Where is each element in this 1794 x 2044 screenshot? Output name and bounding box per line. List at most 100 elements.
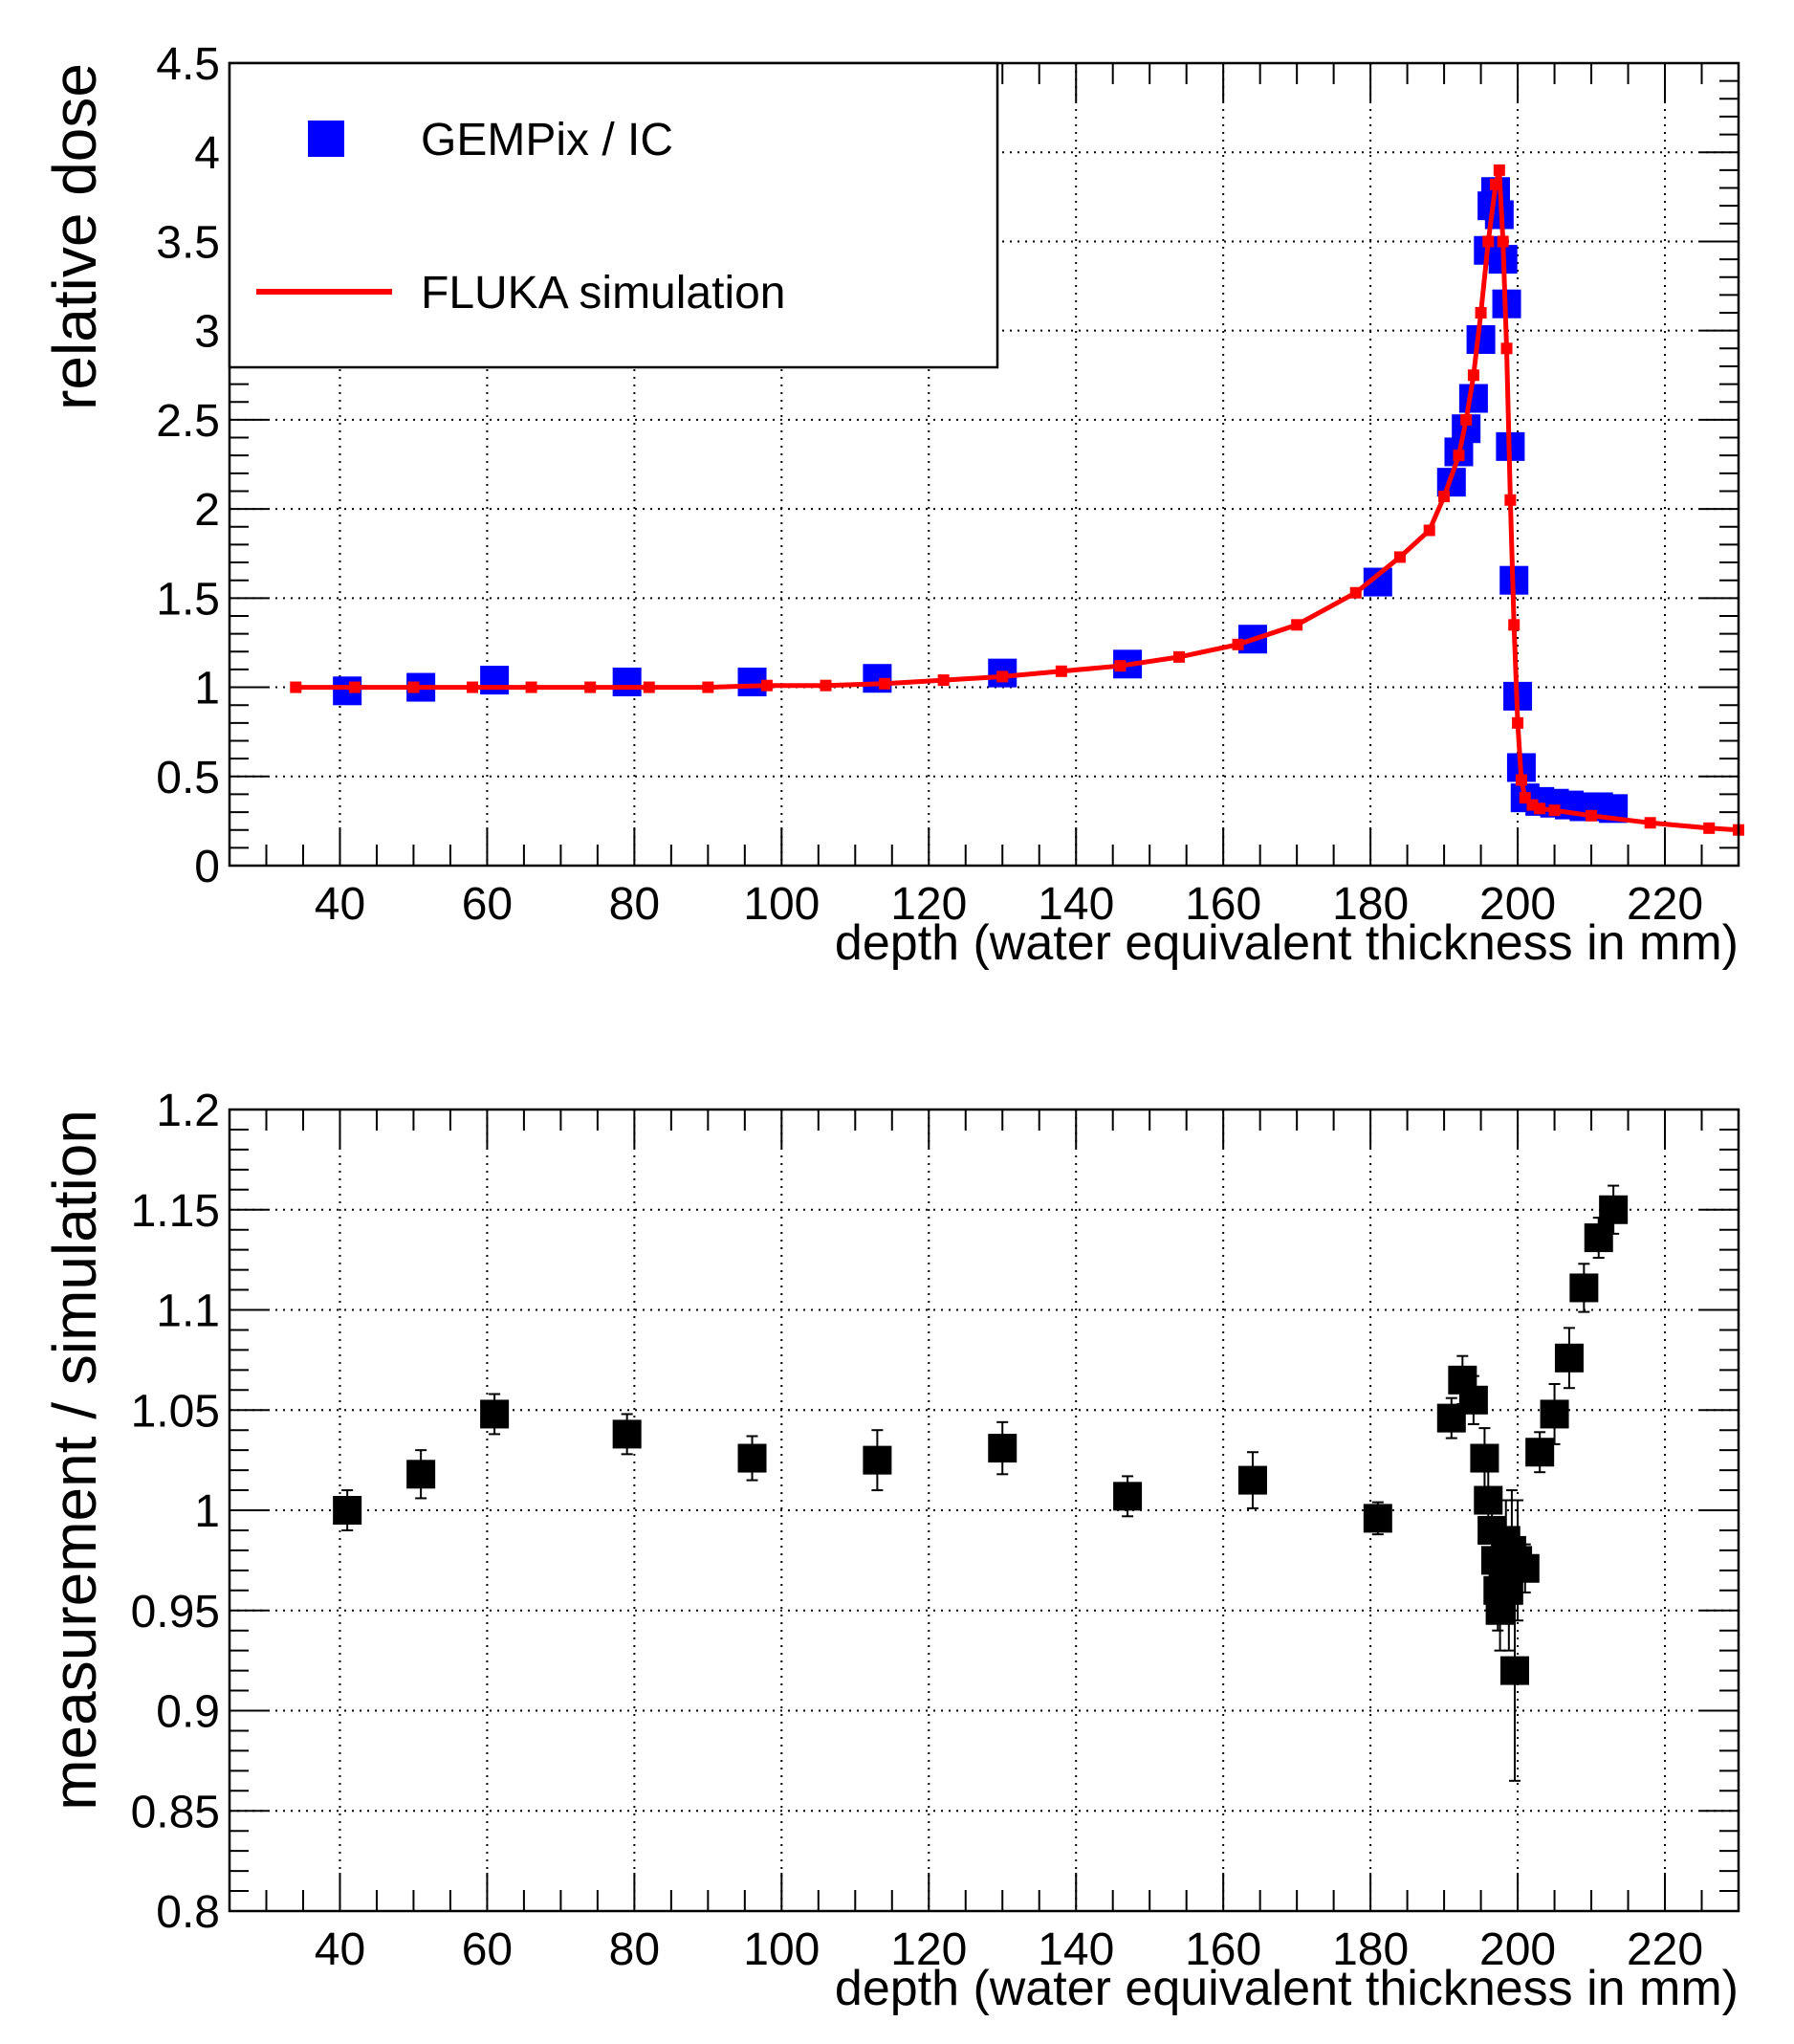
x-tick-label: 160 <box>1185 1924 1261 1975</box>
y-tick-label: 0.85 <box>131 1787 220 1837</box>
data-point-fluka <box>1349 586 1362 599</box>
data-point-fluka <box>1497 235 1509 248</box>
data-point-fluka <box>1232 638 1244 650</box>
ratio-ticks <box>229 1109 1739 1912</box>
data-point-ratio <box>1499 1656 1529 1685</box>
data-point-fluka <box>348 681 361 693</box>
data-point-fluka <box>1438 491 1451 503</box>
data-point-fluka <box>1460 413 1473 426</box>
x-tick-label: 140 <box>1038 879 1114 930</box>
ratio-panel: 40 60 80 100 120 140 160 180 200 220 0.8 0.85 0.9 0.9… <box>40 1086 1740 2016</box>
data-point-ratio <box>480 1399 510 1429</box>
dose-panel: 40 60 80 100 120 140 160 180 200 220 0 0.5 1 1.5 2 2.5 3… <box>40 39 1744 971</box>
x-tick-label: 180 <box>1332 879 1409 930</box>
x-tick-label: 60 <box>462 1924 513 1975</box>
data-point-fluka <box>467 681 479 693</box>
data-point-ratio <box>1599 1195 1629 1224</box>
data-point-fluka <box>1482 235 1495 248</box>
x-tick-label: 80 <box>609 1924 660 1975</box>
data-point-fluka <box>290 681 302 693</box>
legend-box <box>228 61 999 369</box>
data-point-fluka <box>525 681 537 693</box>
data-point-fluka <box>1504 494 1517 506</box>
data-point-fluka <box>643 681 655 693</box>
data-point-fluka <box>1548 804 1561 817</box>
data-point-ratio <box>333 1496 362 1525</box>
data-point-gempix <box>612 667 642 696</box>
y-tick-label: 1 <box>194 1486 220 1537</box>
dose-plot-data <box>290 164 1744 836</box>
data-point-fluka <box>1393 551 1406 563</box>
data-point-fluka <box>1423 524 1435 537</box>
data-point-fluka <box>1515 774 1527 786</box>
x-tick-label: 100 <box>743 879 820 930</box>
data-point-ratio <box>1470 1443 1499 1473</box>
legend-label: GEMPix / IC <box>421 115 673 165</box>
y-tick-label: 1.5 <box>156 574 220 625</box>
y-tick-label: 1 <box>194 664 220 714</box>
data-point-fluka <box>1534 802 1546 815</box>
x-tick-label: 120 <box>890 1924 967 1975</box>
ratio-plot-frame <box>228 1108 1740 1913</box>
data-point-fluka <box>1586 809 1598 822</box>
y-tick-label: 1.2 <box>156 1086 220 1136</box>
data-point-ratio <box>406 1460 436 1489</box>
y-tick-label: 2 <box>194 485 220 536</box>
x-tick-label: 60 <box>462 879 513 930</box>
data-point-fluka <box>1703 822 1716 834</box>
data-point-fluka <box>1475 307 1487 319</box>
data-point-ratio <box>1525 1438 1555 1467</box>
y-tick-label: 2.5 <box>156 396 220 447</box>
data-point-fluka <box>1172 650 1185 663</box>
data-point-ratio <box>1554 1343 1584 1373</box>
data-point-ratio <box>612 1419 642 1449</box>
y-tick-label: 4.5 <box>156 39 220 90</box>
y-tick-label: 4 <box>194 128 220 179</box>
y-tick-label: 3 <box>194 307 220 358</box>
data-point-fluka <box>1291 619 1303 631</box>
x-tick-label: 200 <box>1479 1924 1556 1975</box>
y-tick-label: 1.1 <box>156 1286 220 1337</box>
data-point-fluka <box>1508 619 1521 631</box>
ratio-plot-data <box>333 1184 1629 1782</box>
data-point-ratio <box>1113 1482 1143 1511</box>
y-tick-label: 1.15 <box>131 1186 220 1237</box>
x-tick-label: 140 <box>1038 1924 1114 1975</box>
ratio-y-axis-title: measurement / simulation <box>40 1110 109 1811</box>
data-point-fluka <box>1055 665 1067 677</box>
data-point-ratio <box>737 1443 767 1473</box>
y-tick-label: 0.8 <box>156 1887 220 1938</box>
data-point-fluka <box>407 681 420 693</box>
data-point-ratio <box>1458 1385 1488 1415</box>
legend-marker-gempix <box>308 121 344 157</box>
x-tick-label: 180 <box>1332 1924 1409 1975</box>
data-point-gempix <box>480 666 510 695</box>
data-point-fluka <box>996 670 1009 683</box>
data-point-ratio <box>863 1445 892 1475</box>
y-tick-label: 1.05 <box>131 1386 220 1437</box>
data-point-ratio <box>1584 1223 1613 1253</box>
data-point-fluka <box>1500 342 1513 355</box>
data-point-fluka <box>1453 450 1465 462</box>
data-point-fluka <box>937 674 950 687</box>
y-tick-label: 3.5 <box>156 217 220 268</box>
data-point-fluka <box>1493 164 1505 176</box>
dose-tick-labels: 40 60 80 100 120 140 160 180 200 220 0 0.5 1 1.5 2 2.5 3… <box>156 39 1703 930</box>
data-point-fluka <box>584 681 597 693</box>
x-tick-label: 120 <box>890 879 967 930</box>
data-point-fluka <box>820 679 832 692</box>
data-point-fluka <box>760 679 773 692</box>
data-point-ratio <box>1237 1465 1267 1495</box>
y-tick-label: 0.5 <box>156 753 220 803</box>
y-tick-label: 0.9 <box>156 1687 220 1738</box>
data-point-fluka <box>1489 178 1501 190</box>
ratio-x-axis-title: depth (water equivalent thickness in mm) <box>835 1961 1739 2016</box>
data-point-ratio <box>1363 1504 1392 1533</box>
data-point-ratio <box>1540 1399 1569 1429</box>
data-point-ratio <box>1510 1553 1540 1583</box>
data-point-fluka <box>1467 369 1479 382</box>
dose-y-axis-title: relative dose <box>40 63 109 410</box>
x-tick-label: 100 <box>743 1924 820 1975</box>
x-tick-label: 160 <box>1185 879 1261 930</box>
